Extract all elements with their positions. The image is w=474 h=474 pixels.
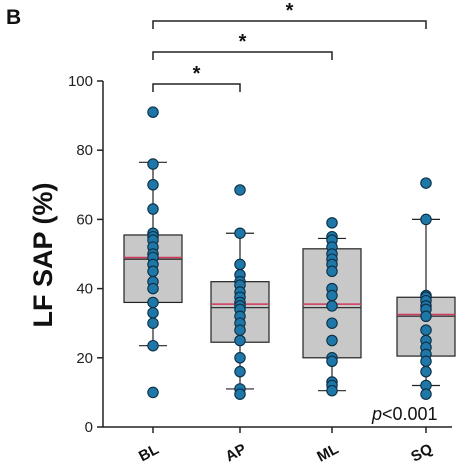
y-tick-label: 100 — [68, 73, 93, 90]
bracket-BL-SQ: * — [152, 0, 427, 29]
data-point-BL — [147, 307, 159, 319]
data-point-BL — [147, 265, 159, 278]
p-value-italic: p — [371, 404, 382, 424]
significance-brackets: * * * — [152, 0, 427, 92]
boxes — [123, 161, 456, 392]
data-point-BL — [147, 386, 159, 399]
data-point-AP — [234, 258, 246, 271]
significance-star: * — [286, 0, 294, 22]
significance-star: * — [193, 63, 201, 85]
data-point-ML — [326, 334, 338, 347]
significance-star: * — [239, 31, 247, 53]
p-value-rest: <0.001 — [382, 404, 438, 424]
bracket-line — [152, 83, 241, 92]
data-point-ML — [326, 300, 338, 312]
bracket-line — [152, 20, 427, 29]
data-point-SQ — [420, 324, 432, 336]
data-point-AP — [234, 388, 246, 400]
data-point-ML — [326, 317, 338, 329]
y-tick-label: 0 — [85, 419, 93, 436]
data-point-SQ — [420, 177, 432, 189]
data-point-BL — [147, 339, 159, 352]
data-point-SQ — [420, 388, 432, 400]
data-point-ML — [326, 289, 338, 302]
data-point-AP — [234, 334, 246, 347]
data-point-BL — [147, 296, 159, 309]
bracket-line — [152, 51, 333, 60]
data-point-AP — [234, 352, 246, 364]
y-axis-label: LF SAP (%) — [28, 182, 58, 327]
data-point-BL — [147, 158, 159, 170]
data-point-BL — [147, 317, 159, 329]
bracket-BL-ML: * — [152, 31, 333, 60]
p-value-annotation: p<0.001 — [371, 404, 438, 424]
y-tick-label: 80 — [76, 142, 93, 159]
panel-label: B — [6, 6, 21, 29]
data-point-AP — [234, 324, 246, 336]
data-point-AP — [234, 184, 246, 196]
x-tick-label: ML — [314, 440, 341, 465]
data-point-SQ — [420, 365, 432, 378]
bracket-BL-AP: * — [152, 63, 241, 92]
data-point-ML — [326, 217, 338, 229]
x-tick-label: AP — [223, 441, 249, 466]
y-tick-label: 40 — [76, 281, 93, 298]
data-point-BL — [147, 106, 159, 118]
data-point-SQ — [420, 310, 432, 323]
data-point-ML — [326, 355, 338, 368]
data-point-BL — [147, 179, 159, 191]
data-point-AP — [234, 365, 246, 378]
data-point-ML — [326, 265, 338, 278]
x-tick-label: SQ — [408, 440, 435, 465]
data-point-AP — [234, 227, 246, 239]
data-point-SQ — [420, 213, 432, 226]
data-point-BL — [147, 282, 159, 295]
x-tick-label: BL — [136, 441, 162, 465]
data-point-BL — [147, 203, 159, 215]
data-points — [147, 106, 432, 400]
data-point-ML — [326, 384, 338, 397]
data-point-SQ — [420, 355, 432, 368]
y-tick-label: 60 — [76, 211, 93, 228]
y-tick-label: 20 — [76, 350, 93, 367]
